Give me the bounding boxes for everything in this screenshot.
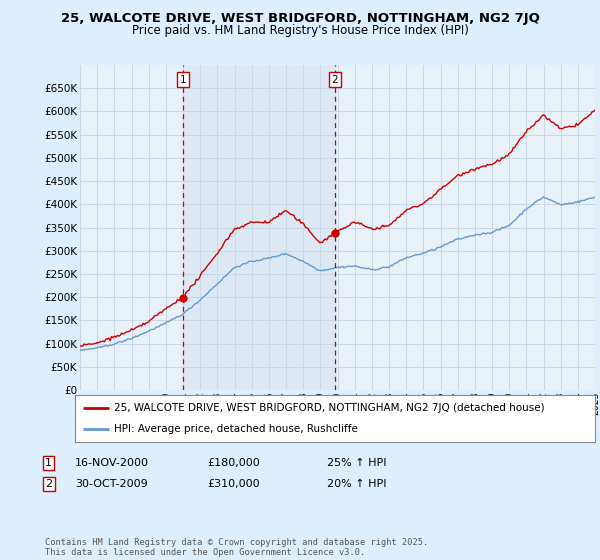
Text: 2: 2 (45, 479, 52, 489)
Text: Contains HM Land Registry data © Crown copyright and database right 2025.
This d: Contains HM Land Registry data © Crown c… (45, 538, 428, 557)
Text: 25% ↑ HPI: 25% ↑ HPI (327, 458, 386, 468)
Text: £310,000: £310,000 (207, 479, 260, 489)
Text: 20% ↑ HPI: 20% ↑ HPI (327, 479, 386, 489)
Text: 1: 1 (45, 458, 52, 468)
Text: 25, WALCOTE DRIVE, WEST BRIDGFORD, NOTTINGHAM, NG2 7JQ: 25, WALCOTE DRIVE, WEST BRIDGFORD, NOTTI… (61, 12, 539, 25)
Text: £180,000: £180,000 (207, 458, 260, 468)
Text: HPI: Average price, detached house, Rushcliffe: HPI: Average price, detached house, Rush… (114, 424, 358, 435)
Bar (183, 65, 335, 390)
Text: 16-NOV-2000: 16-NOV-2000 (75, 458, 149, 468)
Text: 25, WALCOTE DRIVE, WEST BRIDGFORD, NOTTINGHAM, NG2 7JQ (detached house): 25, WALCOTE DRIVE, WEST BRIDGFORD, NOTTI… (114, 403, 545, 413)
Text: 1: 1 (179, 74, 187, 85)
Text: 30-OCT-2009: 30-OCT-2009 (75, 479, 148, 489)
Text: 2: 2 (332, 74, 338, 85)
Text: Price paid vs. HM Land Registry's House Price Index (HPI): Price paid vs. HM Land Registry's House … (131, 24, 469, 36)
